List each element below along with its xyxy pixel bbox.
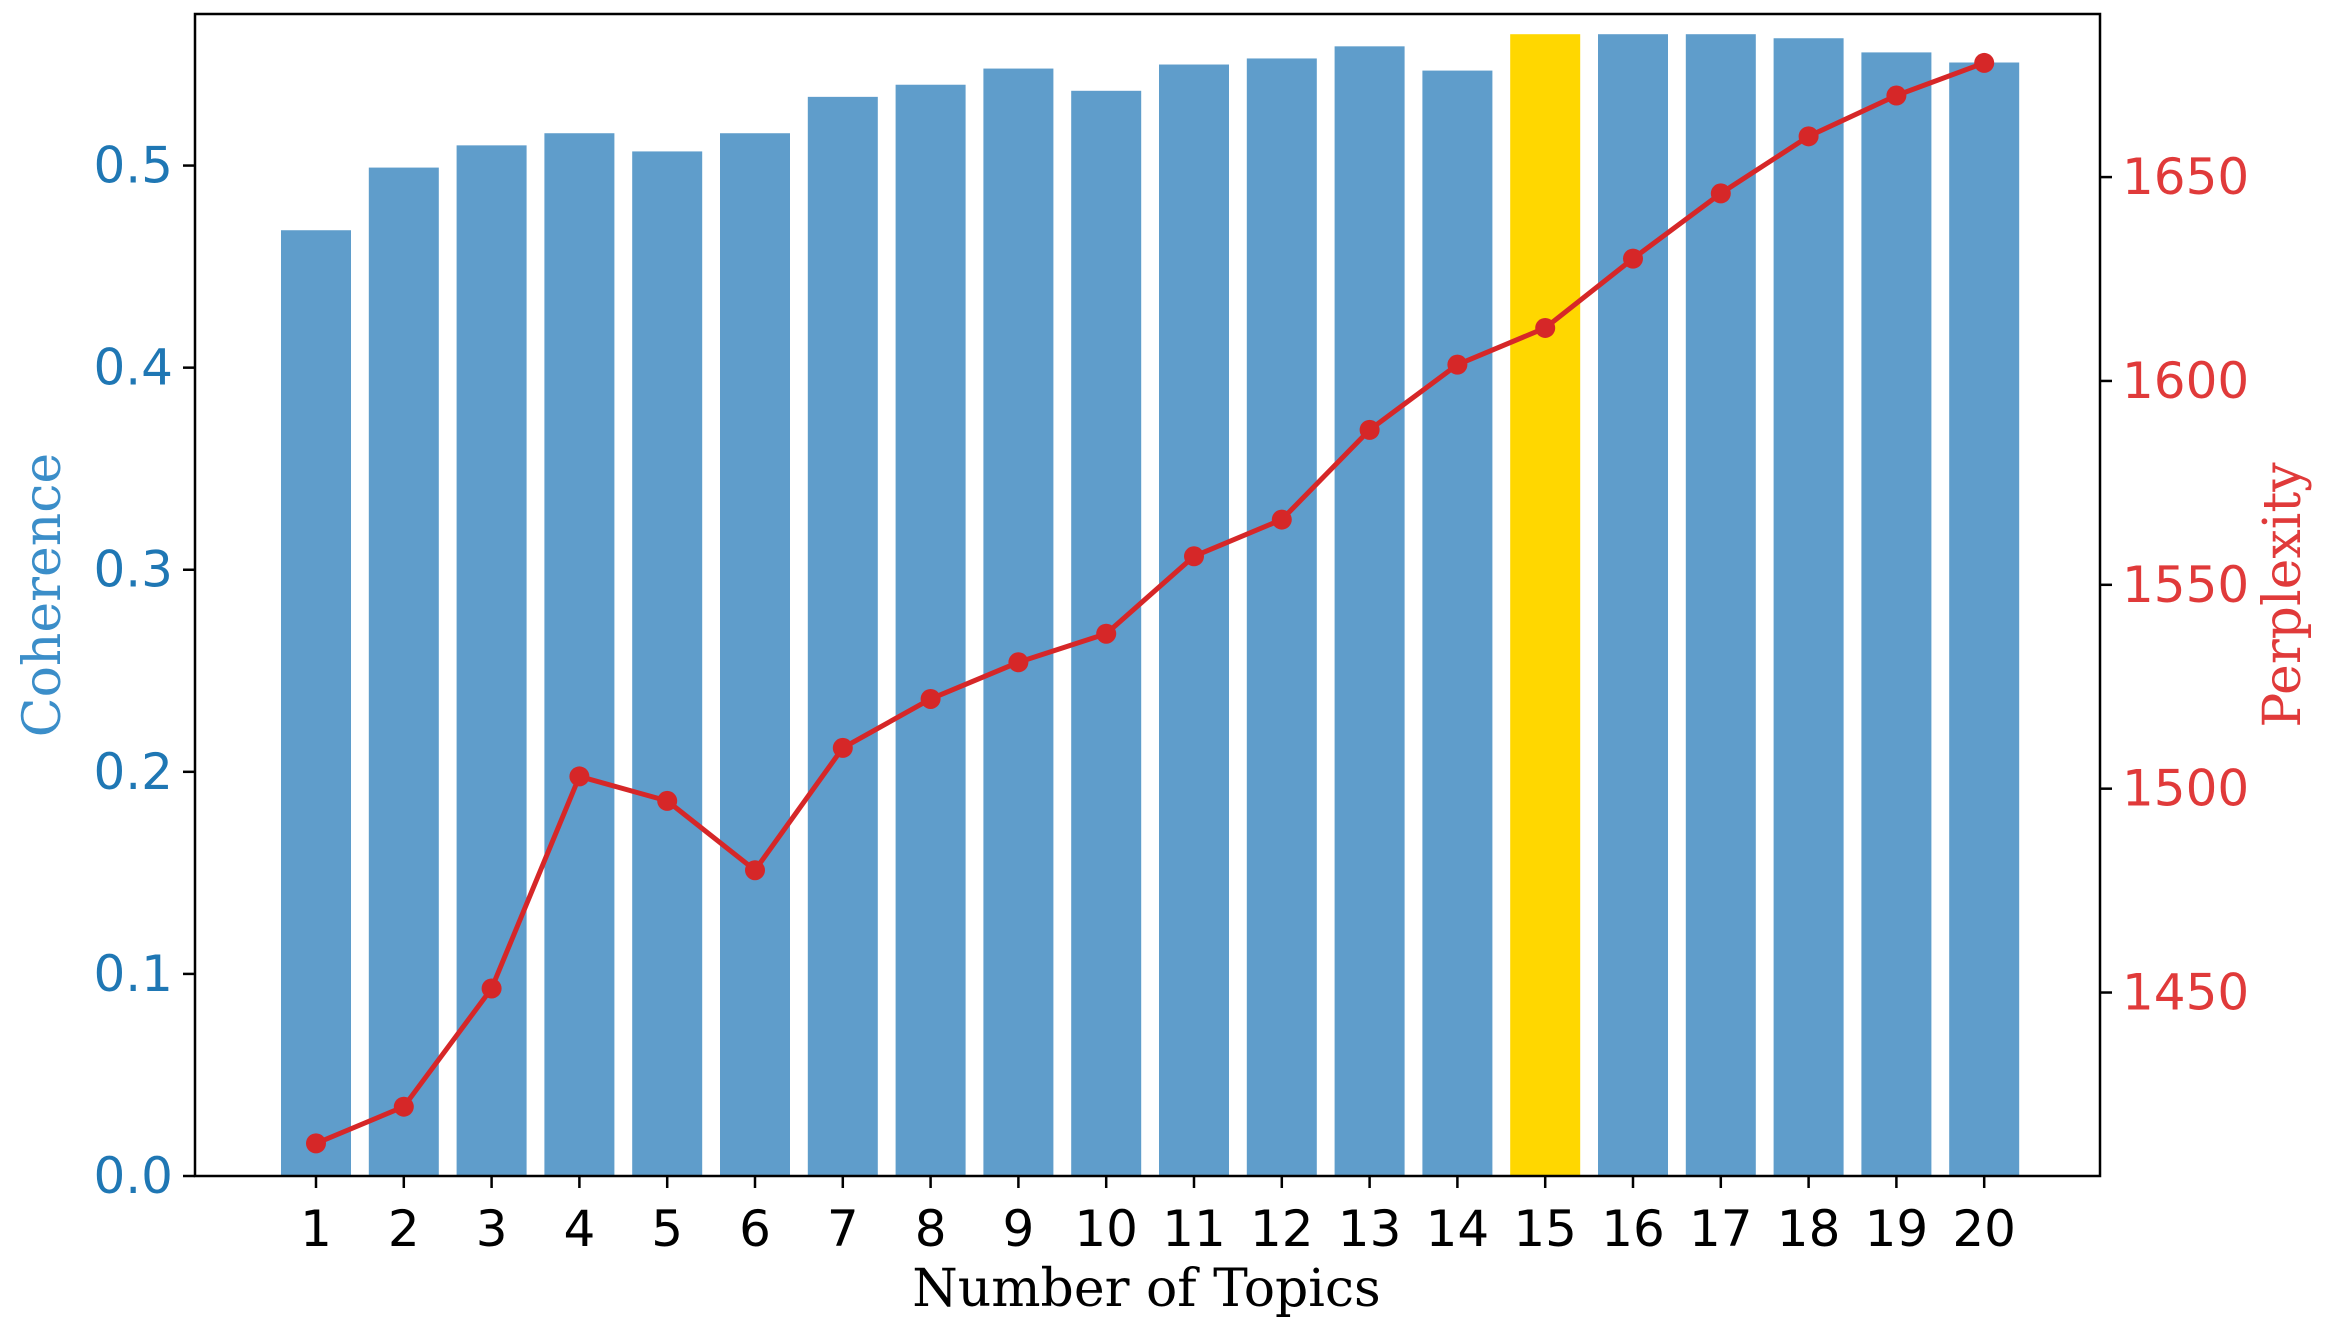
x-tick-label: 2 bbox=[388, 1200, 420, 1258]
x-tick-label: 10 bbox=[1074, 1200, 1138, 1258]
perplexity-point-12 bbox=[1271, 509, 1292, 530]
perplexity-point-14 bbox=[1447, 354, 1468, 375]
perplexity-point-15 bbox=[1535, 317, 1556, 338]
perplexity-point-1 bbox=[306, 1133, 326, 1154]
x-tick-label: 20 bbox=[1952, 1200, 2016, 1258]
perplexity-point-4 bbox=[569, 766, 590, 787]
bar-13 bbox=[1334, 46, 1405, 1177]
y-left-tick-label: 0.1 bbox=[93, 945, 173, 1003]
perplexity-point-8 bbox=[920, 688, 941, 709]
plot-frame bbox=[193, 12, 2102, 1178]
perplexity-point-17 bbox=[1710, 183, 1731, 204]
perplexity-point-11 bbox=[1184, 546, 1204, 567]
y-left-tick-label: 0.2 bbox=[93, 743, 173, 801]
perplexity-point-6 bbox=[745, 860, 765, 881]
x-tick-label: 18 bbox=[1777, 1200, 1841, 1258]
y-axis-right-title: Perplexity bbox=[2253, 462, 2313, 728]
perplexity-line bbox=[315, 60, 1986, 1146]
perplexity-point-10 bbox=[1096, 623, 1117, 644]
perplexity-point-7 bbox=[832, 737, 853, 758]
x-tick-label: 19 bbox=[1865, 1200, 1929, 1258]
bar-11 bbox=[1159, 64, 1229, 1177]
x-tick-label: 5 bbox=[651, 1200, 683, 1258]
y-right-tick-label: 1600 bbox=[2122, 352, 2249, 410]
bar-5 bbox=[632, 151, 703, 1176]
perplexity-point-9 bbox=[1008, 652, 1029, 673]
x-tick-label: 15 bbox=[1513, 1200, 1577, 1258]
y-right-tick-label: 1650 bbox=[2122, 148, 2249, 206]
bar-9 bbox=[983, 68, 1054, 1176]
bar-18 bbox=[1773, 38, 1844, 1176]
bar-6 bbox=[720, 133, 790, 1176]
bar-7 bbox=[807, 96, 878, 1176]
perplexity-point-5 bbox=[657, 790, 678, 811]
x-tick-label: 8 bbox=[915, 1200, 947, 1258]
bar-16 bbox=[1598, 34, 1668, 1176]
y-left-tick-label: 0.5 bbox=[93, 137, 173, 195]
y-left-tick-label: 0.3 bbox=[93, 541, 173, 599]
x-tick-label: 16 bbox=[1601, 1200, 1665, 1258]
x-tick-label: 11 bbox=[1162, 1200, 1226, 1258]
y-left-tick-label: 0.0 bbox=[93, 1147, 173, 1205]
axes-layer bbox=[193, 12, 2102, 1178]
x-tick-label: 12 bbox=[1250, 1200, 1314, 1258]
bar-20 bbox=[1949, 62, 2020, 1177]
bar-highlighted-15 bbox=[1510, 34, 1581, 1176]
x-tick-label: 17 bbox=[1689, 1200, 1753, 1258]
bar-4 bbox=[544, 133, 615, 1176]
x-tick-label: 13 bbox=[1338, 1200, 1402, 1258]
bar-8 bbox=[895, 84, 966, 1176]
bar-19 bbox=[1861, 52, 1932, 1177]
line-layer bbox=[306, 52, 1995, 1154]
perplexity-point-18 bbox=[1798, 126, 1819, 147]
x-tick-label: 3 bbox=[476, 1200, 508, 1258]
x-tick-label: 9 bbox=[1002, 1200, 1034, 1258]
bar-12 bbox=[1246, 58, 1317, 1177]
y-right-tick-label: 1450 bbox=[2122, 964, 2249, 1022]
perplexity-point-2 bbox=[393, 1096, 414, 1117]
y-axis-left-title: Coherence bbox=[13, 453, 73, 737]
y-right-tick-label: 1550 bbox=[2122, 556, 2249, 614]
x-tick-label: 6 bbox=[739, 1200, 771, 1258]
perplexity-point-20 bbox=[1974, 52, 1995, 73]
perplexity-point-19 bbox=[1886, 85, 1907, 106]
x-tick-label: 14 bbox=[1426, 1200, 1490, 1258]
perplexity-point-16 bbox=[1623, 248, 1643, 269]
x-axis-title: Number of Topics bbox=[912, 1259, 1381, 1319]
x-tick-label: 4 bbox=[563, 1200, 595, 1258]
bars-layer bbox=[281, 34, 2020, 1177]
perplexity-point-13 bbox=[1359, 419, 1380, 440]
bar-2 bbox=[368, 167, 439, 1177]
y-right-tick-label: 1500 bbox=[2122, 760, 2249, 818]
y-left-tick-label: 0.4 bbox=[93, 339, 173, 397]
x-tick-label: 7 bbox=[827, 1200, 859, 1258]
bar-14 bbox=[1422, 70, 1493, 1176]
bar-1 bbox=[281, 230, 351, 1177]
perplexity-point-3 bbox=[481, 978, 502, 999]
bar-3 bbox=[456, 145, 527, 1176]
bar-17 bbox=[1685, 34, 1756, 1176]
x-tick-label: 1 bbox=[300, 1200, 332, 1258]
